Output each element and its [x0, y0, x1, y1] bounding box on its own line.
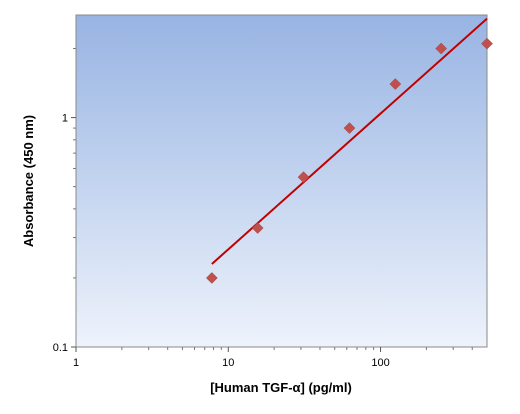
data-point: [251, 222, 264, 234]
data-point: [205, 272, 218, 284]
y-tick-label: 1: [62, 113, 68, 125]
x-axis-title: [Human TGF-α] (pg/ml): [210, 380, 352, 395]
x-tick-label: 100: [371, 357, 389, 369]
series-layer: [205, 17, 493, 284]
x-tick-label: 10: [222, 357, 234, 369]
data-point: [297, 171, 310, 184]
y-tick-label: 0.1: [53, 342, 68, 354]
data-point: [435, 42, 448, 55]
plot-area: [75, 14, 488, 348]
x-tick-label: 1: [73, 357, 79, 369]
data-point: [481, 37, 493, 50]
data-point: [389, 78, 402, 90]
data-point: [343, 122, 356, 134]
y-axis-title: Absorbance (450 nm): [21, 115, 36, 247]
axes: 1 10 100 0.1 1: [53, 48, 473, 369]
